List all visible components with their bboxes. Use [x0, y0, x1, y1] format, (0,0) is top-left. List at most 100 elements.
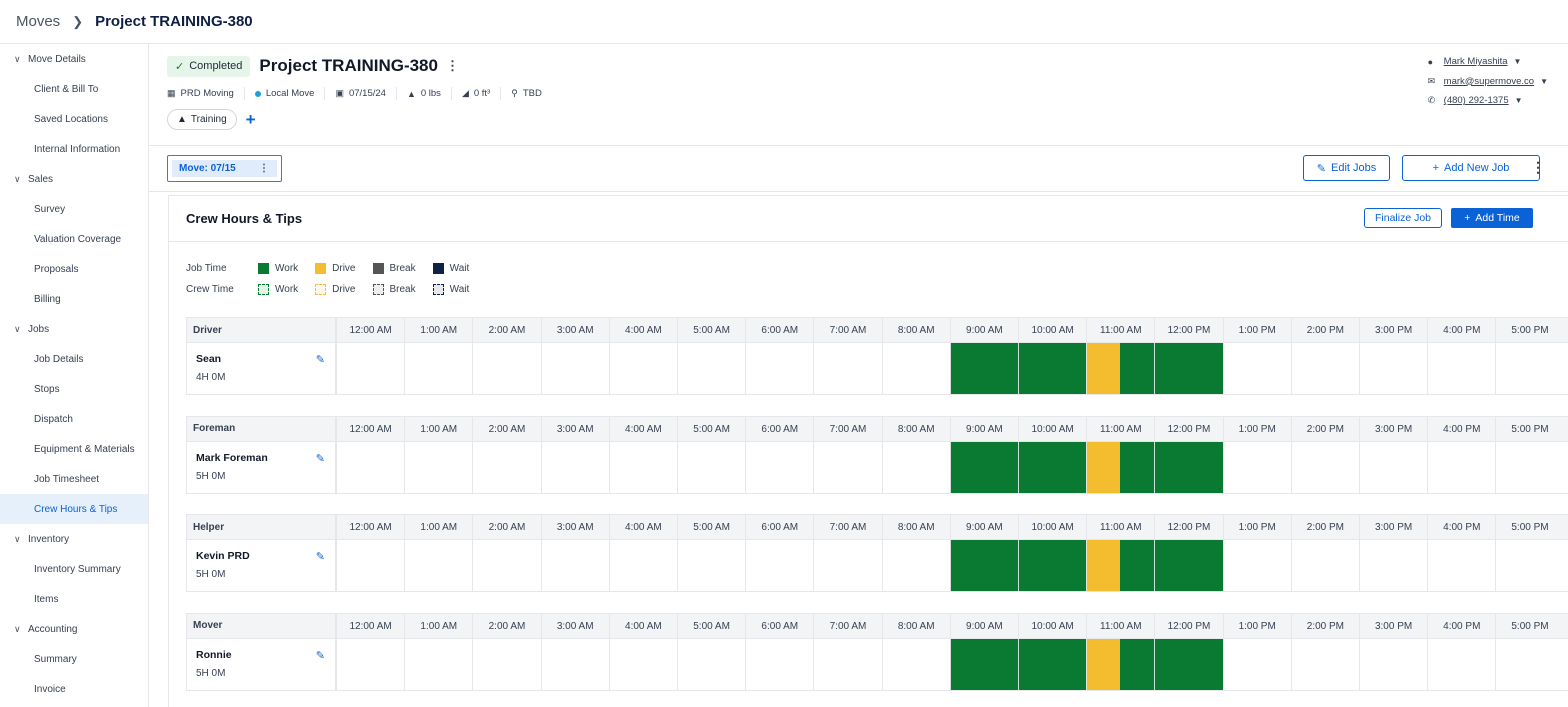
crew-hours-card: Crew Hours & Tips Finalize Job + Add Time…: [168, 195, 1568, 707]
main-content: ✓ Completed Project TRAINING-380 ⋮ ▦ PRD …: [149, 44, 1568, 707]
time-label: 12:00 AM: [336, 318, 404, 343]
sidebar-item[interactable]: Job Timesheet: [0, 464, 148, 494]
time-label: 7:00 AM: [813, 318, 881, 343]
grid-line: [949, 441, 951, 493]
contact-name[interactable]: Mark Miyashita: [1443, 56, 1508, 68]
grid-line: [472, 343, 474, 394]
grid-line: [949, 343, 951, 394]
sidebar-item[interactable]: Items: [0, 584, 148, 614]
grid-line: [813, 343, 815, 394]
time-slot: [1290, 638, 1359, 690]
plus-icon: +: [1432, 162, 1439, 174]
chevron-down-icon[interactable]: ∨: [14, 173, 21, 184]
sidebar-item-label: Sales: [28, 173, 54, 185]
time-slot: [745, 343, 813, 394]
sidebar-item[interactable]: Summary: [0, 644, 148, 674]
graduation-cap-icon: ▲: [177, 114, 187, 125]
grid-line: [677, 343, 678, 394]
sidebar-item[interactable]: Stops: [0, 374, 148, 404]
legend-swatch: [372, 262, 384, 274]
time-slot: [608, 343, 677, 394]
contact-phone[interactable]: (480) 292-1375: [1443, 95, 1509, 107]
training-tag[interactable]: ▲ Training: [167, 109, 237, 130]
time-label: 7:00 AM: [813, 613, 881, 639]
crew-member-cell: Sean 4H 0M ✎: [186, 343, 336, 395]
sidebar-item[interactable]: Saved Locations: [0, 104, 148, 134]
time-slot: [472, 343, 540, 394]
divider: [149, 145, 1568, 146]
time-slot: [1427, 540, 1495, 591]
time-slot: [608, 441, 677, 493]
edit-jobs-button[interactable]: ✎ Edit Jobs: [1303, 155, 1390, 181]
time-slot: [608, 540, 677, 591]
time-slot: [472, 540, 540, 591]
envelope-icon: ✉: [1427, 75, 1436, 86]
sidebar-item[interactable]: Billing: [0, 284, 148, 314]
chevron-down-icon[interactable]: ∨: [14, 533, 21, 544]
chevron-down-icon[interactable]: ▼: [1513, 57, 1522, 67]
sidebar-section[interactable]: ∨ Jobs: [0, 314, 148, 344]
sidebar-section[interactable]: ∨ Inventory: [0, 524, 148, 554]
grid-line: [1154, 343, 1156, 394]
pencil-icon[interactable]: ✎: [315, 649, 325, 662]
add-time-button[interactable]: + Add Time: [1451, 208, 1533, 228]
time-slot: [1495, 441, 1563, 493]
time-slot: [677, 540, 745, 591]
finalize-job-button[interactable]: Finalize Job: [1364, 208, 1442, 228]
sidebar-item[interactable]: Valuation Coverage: [0, 224, 148, 254]
sidebar-item[interactable]: Crew Hours & Tips: [0, 494, 148, 524]
legend-label: Break: [389, 262, 416, 274]
sidebar-item[interactable]: Dispatch: [0, 404, 148, 434]
sidebar-item[interactable]: Proposals: [0, 254, 148, 284]
time-label: 9:00 AM: [949, 318, 1018, 343]
sidebar-item[interactable]: Job Details: [0, 344, 148, 374]
phone-icon: ✆: [1427, 95, 1436, 106]
pencil-icon[interactable]: ✎: [315, 551, 325, 563]
time-label: 4:00 PM: [1427, 515, 1495, 540]
time-label: 1:00 AM: [404, 318, 472, 343]
sidebar-section[interactable]: ∨ Move Details: [0, 44, 148, 74]
breadcrumb-moves-link[interactable]: Moves: [16, 13, 61, 30]
add-new-job-label: Add New Job: [1444, 162, 1510, 174]
add-tag-button[interactable]: +: [245, 109, 256, 129]
chevron-down-icon[interactable]: ∨: [14, 623, 21, 634]
grid-line: [1359, 441, 1360, 493]
chevron-down-icon[interactable]: ∨: [14, 323, 21, 334]
top-bar: Moves ❯ Project TRAINING-380: [0, 0, 1568, 44]
add-new-job-button[interactable]: + Add New Job: [1402, 155, 1540, 181]
time-label: 12:00 PM: [1154, 515, 1222, 540]
chevron-down-icon[interactable]: ∨: [14, 53, 21, 64]
grid-line: [1359, 343, 1360, 394]
time-label: 4:00 AM: [608, 515, 677, 540]
sidebar-item[interactable]: Inventory Summary: [0, 554, 148, 584]
legend-label: Drive: [332, 262, 356, 274]
pencil-icon[interactable]: ✎: [315, 354, 325, 366]
timeline-header: 12:00 AM 1:00 AM 2:00 AM 3:00 AM 4:00 AM 5:00…: [336, 415, 1568, 442]
time-slot: [1359, 343, 1427, 394]
sidebar-item[interactable]: Internal Information: [0, 134, 148, 164]
time-label: 4:00 PM: [1427, 318, 1495, 343]
grid-line: [1018, 638, 1019, 690]
more-options-icon[interactable]: ⋮: [259, 163, 269, 174]
sidebar-item-label: Stops: [34, 383, 60, 395]
time-label: 2:00 PM: [1290, 318, 1359, 343]
more-options-icon[interactable]: ⋮: [1531, 159, 1545, 175]
chevron-down-icon[interactable]: ▼: [1540, 76, 1548, 86]
sidebar-item[interactable]: Invoice: [0, 674, 148, 704]
pencil-icon[interactable]: ✎: [315, 452, 325, 465]
more-options-icon[interactable]: ⋮: [445, 58, 459, 73]
time-label: 2:00 PM: [1290, 515, 1359, 540]
crew-time-legend: Crew Time Work Drive Break Wait: [186, 282, 486, 296]
sidebar-section[interactable]: ∨ Sales: [0, 164, 148, 194]
time-label: 12:00 PM: [1154, 416, 1222, 442]
sidebar-item-label: Client & Bill To: [34, 83, 99, 95]
sidebar-item[interactable]: Survey: [0, 194, 148, 224]
contact-email[interactable]: mark@supermove.co: [1443, 75, 1535, 87]
sidebar-item-label: Survey: [34, 203, 66, 215]
grid-line: [1427, 638, 1429, 690]
chevron-down-icon[interactable]: ▼: [1514, 96, 1523, 106]
sidebar-item[interactable]: Equipment & Materials: [0, 434, 148, 464]
move-tab[interactable]: Move: 07/15 ⋮: [167, 155, 282, 182]
sidebar-section[interactable]: ∨ Accounting: [0, 614, 148, 644]
sidebar-item[interactable]: Client & Bill To: [0, 74, 148, 104]
